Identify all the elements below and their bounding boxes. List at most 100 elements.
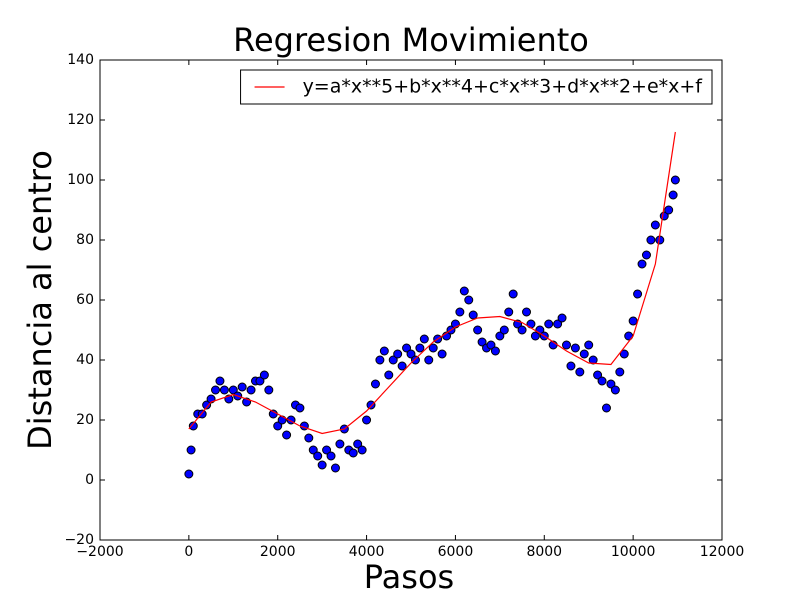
scatter-point — [504, 307, 514, 317]
scatter-point — [402, 343, 412, 353]
legend-box — [240, 69, 713, 105]
scatter-point — [670, 175, 680, 185]
scatter-point — [628, 316, 638, 326]
y-tick-label: 60 — [76, 292, 94, 308]
scatter-point — [619, 349, 629, 359]
scatter-point — [570, 343, 580, 353]
y-tick-label: 40 — [76, 352, 94, 368]
scatter-point — [566, 361, 576, 371]
scatter-point — [246, 385, 256, 395]
scatter-point — [348, 448, 358, 458]
scatter-point — [553, 319, 563, 329]
scatter-point — [366, 400, 376, 410]
x-tick-label: 0 — [184, 544, 193, 560]
scatter-point — [544, 319, 554, 329]
scatter-point — [575, 367, 585, 377]
fit-line — [188, 131, 676, 435]
scatter-point — [517, 325, 527, 335]
scatter-point — [313, 451, 323, 461]
y-tick-label: 120 — [67, 112, 94, 128]
scatter-point — [588, 355, 598, 365]
scatter-point — [557, 313, 567, 323]
scatter-point — [255, 376, 265, 386]
scatter-point — [650, 220, 660, 230]
scatter-point — [495, 331, 505, 341]
scatter-point — [610, 385, 620, 395]
scatter-point — [606, 379, 616, 389]
y-axis-label: Distancia al centro — [21, 150, 59, 450]
y-tick-label: 140 — [67, 52, 94, 68]
x-tick-label: 12000 — [700, 544, 745, 560]
scatter-point — [486, 340, 496, 350]
scatter-point — [428, 343, 438, 353]
y-tick-label: 0 — [85, 472, 94, 488]
scatter-point — [459, 286, 469, 296]
scatter-point — [584, 340, 594, 350]
scatter-point — [597, 376, 607, 386]
y-tick-label: 100 — [67, 172, 94, 188]
scatter-point — [375, 355, 385, 365]
scatter-point — [499, 325, 509, 335]
scatter-point — [277, 415, 287, 425]
plot-area — [184, 131, 680, 479]
scatter-point — [664, 205, 674, 215]
scatter-point — [522, 307, 532, 317]
scatter-point — [370, 379, 380, 389]
scatter-point — [455, 307, 465, 317]
scatter-point — [464, 295, 474, 305]
x-tick-label: 4000 — [349, 544, 385, 560]
x-tick-label: −2000 — [76, 544, 123, 560]
x-tick-label: 8000 — [526, 544, 562, 560]
scatter-point — [322, 445, 332, 455]
scatter-point — [393, 349, 403, 359]
y-tick-label: 80 — [76, 232, 94, 248]
scatter-point — [668, 190, 678, 200]
scatter-point — [237, 382, 247, 392]
scatter-point — [579, 349, 589, 359]
scatter-point — [304, 433, 314, 443]
scatter-point — [477, 337, 487, 347]
scatter-point — [335, 439, 345, 449]
scatter-point — [362, 415, 372, 425]
scatter-point — [388, 355, 398, 365]
scatter-point — [186, 445, 196, 455]
scatter-point — [637, 259, 647, 269]
scatter-point — [188, 421, 198, 431]
scatter-point — [633, 289, 643, 299]
scatter-point — [219, 385, 229, 395]
scatter-point — [424, 355, 434, 365]
scatter-point — [215, 376, 225, 386]
scatter-point — [211, 385, 221, 395]
x-tick-label: 10000 — [611, 544, 656, 560]
x-tick-label: 2000 — [260, 544, 296, 560]
scatter-point — [415, 343, 425, 353]
scatter-point — [419, 334, 429, 344]
scatter-point — [615, 367, 625, 377]
scatter-point — [530, 331, 540, 341]
y-tick-label: 20 — [76, 412, 94, 428]
scatter-point — [508, 289, 518, 299]
y-tick-label: −20 — [64, 532, 94, 548]
scatter-point — [357, 445, 367, 455]
scatter-point — [384, 370, 394, 380]
scatter-point — [397, 361, 407, 371]
scatter-point — [308, 445, 318, 455]
scatter-point — [473, 325, 483, 335]
legend-label: y=a*x**5+b*x**4+c*x**3+d*x**2+e*x+f — [303, 76, 704, 98]
scatter-point — [264, 385, 274, 395]
chart-title: Regresion Movimiento — [233, 21, 589, 59]
scatter-point — [490, 346, 500, 356]
scatter-point — [184, 469, 194, 479]
scatter-point — [326, 451, 336, 461]
x-axis-label: Pasos — [364, 558, 454, 596]
scatter-point — [330, 463, 340, 473]
x-tick-label: 6000 — [438, 544, 474, 560]
legend: y=a*x**5+b*x**4+c*x**3+d*x**2+e*x+f — [240, 69, 713, 105]
scatter-point — [601, 403, 611, 413]
scatter-point — [641, 250, 651, 260]
scatter-point — [646, 235, 656, 245]
scatter-point — [406, 349, 416, 359]
scatter-point — [202, 400, 212, 410]
scatter-point — [593, 370, 603, 380]
